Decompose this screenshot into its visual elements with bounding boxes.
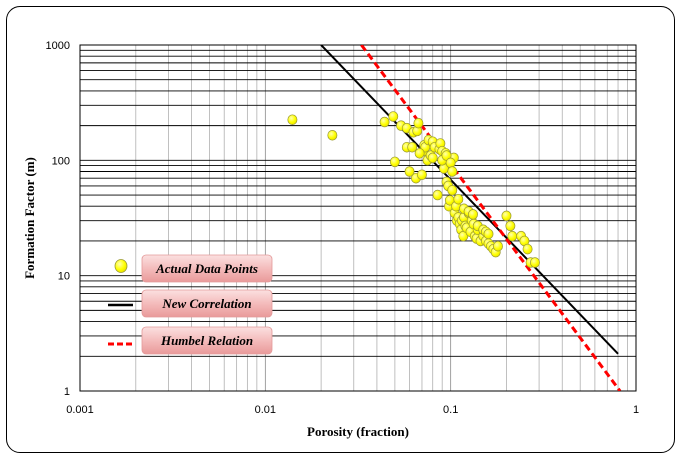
data-point [447,166,458,177]
new-correlation-line [320,45,619,355]
data-point [522,243,533,255]
data-point [445,157,456,169]
legend-box-humbel-relation [141,326,273,355]
x-tick-label: 0.1 [443,404,458,416]
data-point [413,117,424,129]
y-tick-label: 100 [52,155,70,167]
y-tick-label: 1000 [46,40,70,52]
data-point [417,169,427,180]
data-point [407,141,418,153]
legend-item-actual-data: Actual Data Points [114,254,273,283]
data-point [507,230,518,242]
trend-lines [320,45,622,391]
x-tick-label: 1 [633,404,639,416]
legend-box-actual-data [141,254,273,283]
y-tick-label: 1 [64,386,70,398]
data-point [483,228,494,240]
x-axis-title: Porosity (fraction) [307,424,409,439]
x-tick-label: 0.001 [66,404,94,416]
legend-item-humbel-relation: Humbel Relation [108,326,273,355]
data-point [404,166,415,177]
data-points [287,111,540,268]
legend-label-humbel-relation: Humbel Relation [160,333,253,348]
data-point [389,156,400,168]
legend: Actual Data Points New Correlation Humbe… [108,254,273,355]
data-point [447,185,458,196]
humbel-relation-line [360,45,622,391]
data-point [379,116,390,128]
data-point [414,148,425,159]
data-point [468,209,478,220]
data-point [493,240,503,252]
data-point [388,111,399,122]
y-axis-title: Formation Factor (m) [22,157,37,279]
plot-area [79,44,637,392]
legend-marker-dot [114,259,128,273]
data-point [453,193,464,205]
data-point [505,220,516,232]
data-point [427,152,438,164]
tick-labels: 0.001 0.01 0.1 1 1 10 100 1000 [46,40,640,416]
data-point [501,210,512,222]
chart-frame [6,6,675,453]
legend-item-new-correlation: New Correlation [108,289,273,318]
legend-box-new-correlation [141,289,273,318]
legend-label-actual-data: Actual Data Points [155,261,258,276]
legend-label-new-correlation: New Correlation [161,296,251,311]
data-point [287,114,298,125]
data-point [327,130,338,141]
data-point [432,189,443,201]
x-tick-label: 0.01 [255,404,276,416]
y-tick-label: 10 [58,271,70,283]
data-point [530,257,540,268]
